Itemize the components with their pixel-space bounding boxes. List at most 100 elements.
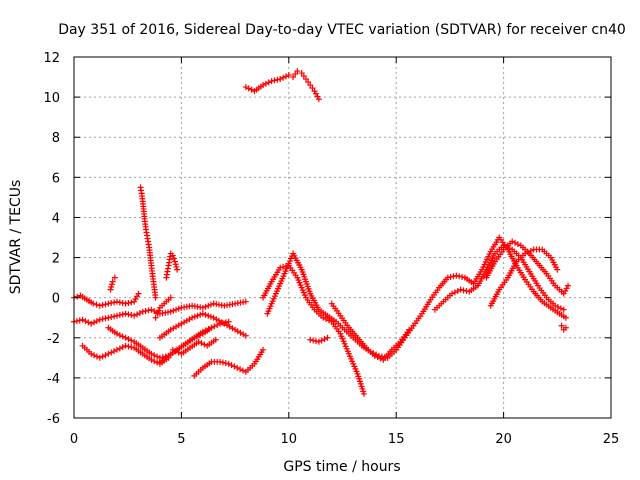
series-arc-3 — [80, 343, 172, 367]
data-point — [223, 319, 229, 325]
data-point — [243, 84, 249, 90]
data-point — [77, 317, 83, 323]
data-point — [114, 313, 120, 319]
data-point — [97, 355, 103, 361]
data-point — [140, 309, 146, 315]
data-point — [237, 366, 243, 372]
data-point — [226, 361, 232, 367]
data-point — [94, 302, 100, 308]
data-point — [271, 77, 277, 83]
data-point — [134, 311, 140, 317]
data-point — [88, 321, 94, 327]
data-point — [91, 352, 97, 358]
x-tick-label: 20 — [495, 432, 512, 447]
data-point — [266, 79, 272, 85]
data-point — [313, 338, 319, 344]
data-point — [125, 311, 131, 317]
data-point — [561, 307, 567, 313]
data-point — [103, 352, 109, 358]
data-point — [453, 273, 459, 279]
data-point — [105, 315, 111, 321]
data-point — [151, 358, 157, 364]
data-point — [117, 345, 123, 351]
data-point — [74, 294, 80, 300]
data-point — [131, 313, 137, 319]
series-arc-6 — [138, 184, 159, 300]
data-point — [151, 352, 157, 358]
data-point — [229, 362, 235, 368]
series-arc-5 — [108, 275, 118, 293]
series-arc-16 — [307, 335, 330, 345]
data-point — [128, 299, 134, 305]
x-tick-label: 15 — [388, 432, 405, 447]
y-tick-label: 8 — [52, 131, 60, 146]
data-point — [105, 351, 111, 357]
data-point — [123, 335, 129, 341]
data-point — [223, 360, 229, 366]
data-point — [137, 310, 143, 316]
y-tick-label: 0 — [52, 292, 60, 307]
data-point — [74, 318, 80, 324]
data-point — [148, 307, 154, 313]
data-point — [100, 353, 106, 359]
data-point — [263, 81, 269, 87]
x-tick-label: 5 — [177, 432, 185, 447]
sdtvar-chart: 0 5 10 15 20 25-6-4-2024681012 Day 351 of 201… — [0, 0, 640, 480]
y-tick-label: -6 — [47, 412, 60, 427]
x-axis-label: GPS time / hours — [283, 459, 400, 475]
data-point — [123, 311, 129, 317]
data-point — [143, 308, 149, 314]
data-point — [211, 323, 217, 329]
data-point — [217, 359, 223, 365]
data-point — [558, 305, 564, 311]
data-point — [103, 301, 109, 307]
data-point — [91, 319, 97, 325]
data-point — [307, 337, 313, 343]
y-axis-label: SDTVAR / TECUs — [8, 180, 24, 295]
data-point — [145, 307, 151, 313]
y-tick-label: 4 — [52, 211, 60, 226]
data-point — [456, 273, 462, 279]
y-tick-label: -2 — [47, 332, 60, 347]
data-point — [111, 348, 117, 354]
data-point — [322, 336, 328, 342]
data-point — [108, 349, 114, 355]
series-arc-22 — [559, 323, 569, 333]
data-point — [114, 347, 120, 353]
y-tick-label: 10 — [43, 91, 60, 106]
data-point — [316, 339, 322, 345]
data-point — [280, 75, 286, 81]
data-point — [123, 301, 129, 307]
data-point — [111, 299, 117, 305]
data-point — [100, 316, 106, 322]
data-point — [117, 299, 123, 305]
y-tick-label: 12 — [43, 51, 60, 66]
data-point — [97, 317, 103, 323]
data-point — [108, 314, 114, 320]
data-point — [269, 78, 275, 84]
data-point — [94, 318, 100, 324]
data-point — [85, 319, 91, 325]
data-point — [324, 335, 330, 341]
data-point — [94, 353, 100, 359]
data-point — [80, 317, 86, 323]
data-point — [97, 303, 103, 309]
data-point — [103, 315, 109, 321]
chart-title: Day 351 of 2016, Sidereal Day-to-day VTE… — [58, 22, 626, 38]
data-point — [117, 312, 123, 318]
data-point — [120, 300, 126, 306]
data-point — [461, 287, 467, 293]
data-point — [114, 299, 120, 305]
data-point — [128, 312, 134, 318]
y-tick-label: 2 — [52, 252, 60, 267]
data-point — [154, 353, 160, 359]
x-tick-label: 10 — [281, 432, 298, 447]
y-tick-label: 6 — [52, 171, 60, 186]
data-point — [128, 337, 134, 343]
data-point — [234, 365, 240, 371]
data-point — [111, 313, 117, 319]
series-arc-10 — [157, 319, 232, 365]
data-point — [123, 343, 129, 349]
data-point — [283, 73, 289, 79]
data-point — [274, 77, 280, 83]
